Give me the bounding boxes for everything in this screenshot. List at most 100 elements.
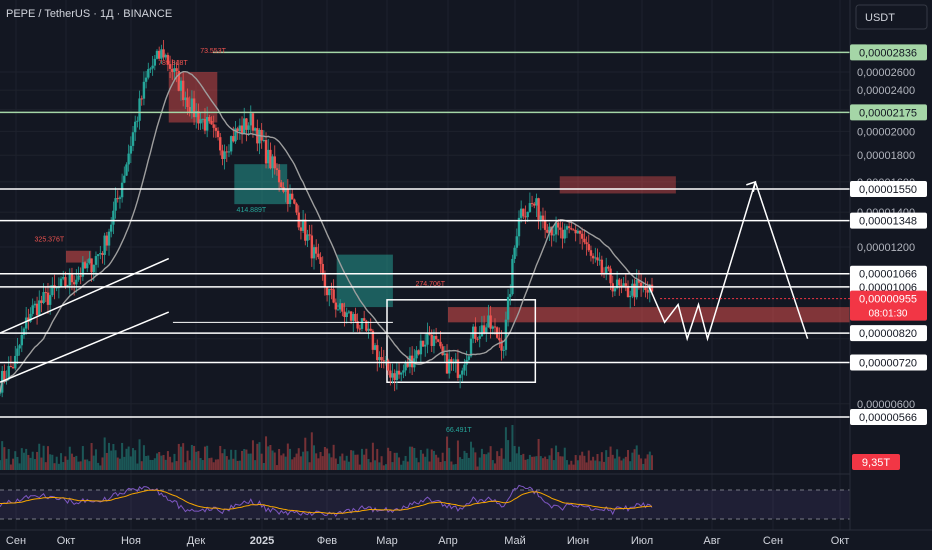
volume-bar xyxy=(60,453,63,470)
level-label: 0,00002836 xyxy=(859,47,917,59)
candle-body xyxy=(190,98,194,113)
volume-bar xyxy=(323,446,326,470)
candle-body xyxy=(395,370,399,380)
price-tick: 0,00002400 xyxy=(857,85,915,97)
volume-bar xyxy=(631,452,634,470)
candle-body xyxy=(607,266,610,269)
candle-body xyxy=(33,303,37,306)
volume-bar xyxy=(258,442,261,470)
volume-bar xyxy=(470,441,473,470)
candle-body xyxy=(112,210,115,225)
candle-body xyxy=(18,345,21,349)
volume-bar xyxy=(435,454,438,470)
candle-body xyxy=(552,234,556,236)
candle-body xyxy=(96,254,100,257)
volume-bar xyxy=(25,448,28,470)
candle-body xyxy=(631,283,634,296)
volume-bar xyxy=(88,461,91,470)
time-axis[interactable]: Сен Окт Ноя Дек 2025 Фев Мар Апр Май Июн Июл Авг Сен… xyxy=(0,529,932,550)
candle-body xyxy=(90,258,93,273)
price-axis[interactable]: 0,000026000,000024000,000022000,00002000… xyxy=(660,0,932,530)
volume-bar xyxy=(123,456,126,470)
candle-body xyxy=(184,97,187,101)
candle-body xyxy=(199,119,202,124)
candle-body xyxy=(129,145,133,154)
current-price-badge[interactable] xyxy=(850,290,927,321)
volume-bar xyxy=(478,457,481,470)
volume-bar xyxy=(94,449,97,470)
volume-bar xyxy=(565,460,568,470)
level-label: 0,00000720 xyxy=(859,358,917,370)
candle-countdown: 08:01:30 xyxy=(869,309,908,320)
volume-bar xyxy=(179,446,182,470)
volume-bar xyxy=(225,456,228,470)
candle-body xyxy=(557,222,560,228)
candle-body xyxy=(384,360,388,362)
volume-bar xyxy=(496,451,499,470)
volume-bar xyxy=(389,451,392,470)
volume-bar xyxy=(75,455,78,470)
volume-bar xyxy=(378,462,381,470)
candle-body xyxy=(493,326,497,328)
volume-bar xyxy=(140,461,143,470)
candle-body xyxy=(75,279,78,285)
level-label-bg xyxy=(850,265,927,282)
price-tick: 0,00001200 xyxy=(857,242,915,254)
candle-body xyxy=(402,370,405,373)
volume-bar xyxy=(308,462,311,470)
volume-bar xyxy=(136,463,139,470)
volume-bar xyxy=(437,457,440,470)
time-axis-bg xyxy=(0,530,932,550)
volume-bar xyxy=(452,464,455,470)
candle-body xyxy=(478,336,481,339)
candle-body xyxy=(253,128,257,131)
candle-body xyxy=(94,256,98,265)
volume-bar xyxy=(51,454,54,470)
time-tick: Июл xyxy=(631,535,653,547)
candle-body xyxy=(487,315,490,328)
candle-body xyxy=(147,69,150,78)
volume-bar xyxy=(77,461,80,470)
volume-bar xyxy=(70,453,73,470)
volume-bar xyxy=(302,451,305,470)
candle-body xyxy=(419,340,423,355)
candle-body xyxy=(352,313,355,321)
volume-bar xyxy=(563,447,566,470)
candle-body xyxy=(203,118,207,131)
volume-bar xyxy=(568,464,571,470)
currency-button[interactable]: USDT xyxy=(855,4,928,30)
candle-body xyxy=(511,258,514,295)
volume-bar xyxy=(310,432,313,470)
candle-body xyxy=(626,285,630,298)
volume-bar xyxy=(640,458,643,470)
candle-body xyxy=(594,257,597,259)
candle-body xyxy=(51,285,54,296)
volume-bar xyxy=(441,452,444,470)
volume-bar xyxy=(459,457,462,470)
symbol-title[interactable]: PEPE / TetherUS · 1Д · BINANCE xyxy=(6,8,172,20)
volume-bar xyxy=(214,459,217,470)
candle-body xyxy=(550,226,553,236)
candle-body xyxy=(319,257,322,264)
volume-bar xyxy=(227,459,230,470)
candle-body xyxy=(291,193,294,200)
candle-body xyxy=(528,203,532,212)
candle-body xyxy=(349,311,353,321)
candle-body xyxy=(365,320,368,331)
volume-bar xyxy=(171,462,174,470)
volume-bar xyxy=(273,452,276,470)
volume-bar xyxy=(44,462,47,470)
candle-body xyxy=(164,54,167,58)
volume-bar xyxy=(243,448,246,470)
volume-bar xyxy=(103,437,106,470)
candle-body xyxy=(581,233,584,239)
candle-body xyxy=(563,229,566,239)
candle-body xyxy=(360,318,364,329)
candle-body xyxy=(236,128,239,132)
candle-body xyxy=(491,326,495,329)
volume-bar xyxy=(629,461,632,470)
volume-bars xyxy=(0,425,653,470)
candle-body xyxy=(526,211,529,218)
volume-bar xyxy=(585,462,588,470)
